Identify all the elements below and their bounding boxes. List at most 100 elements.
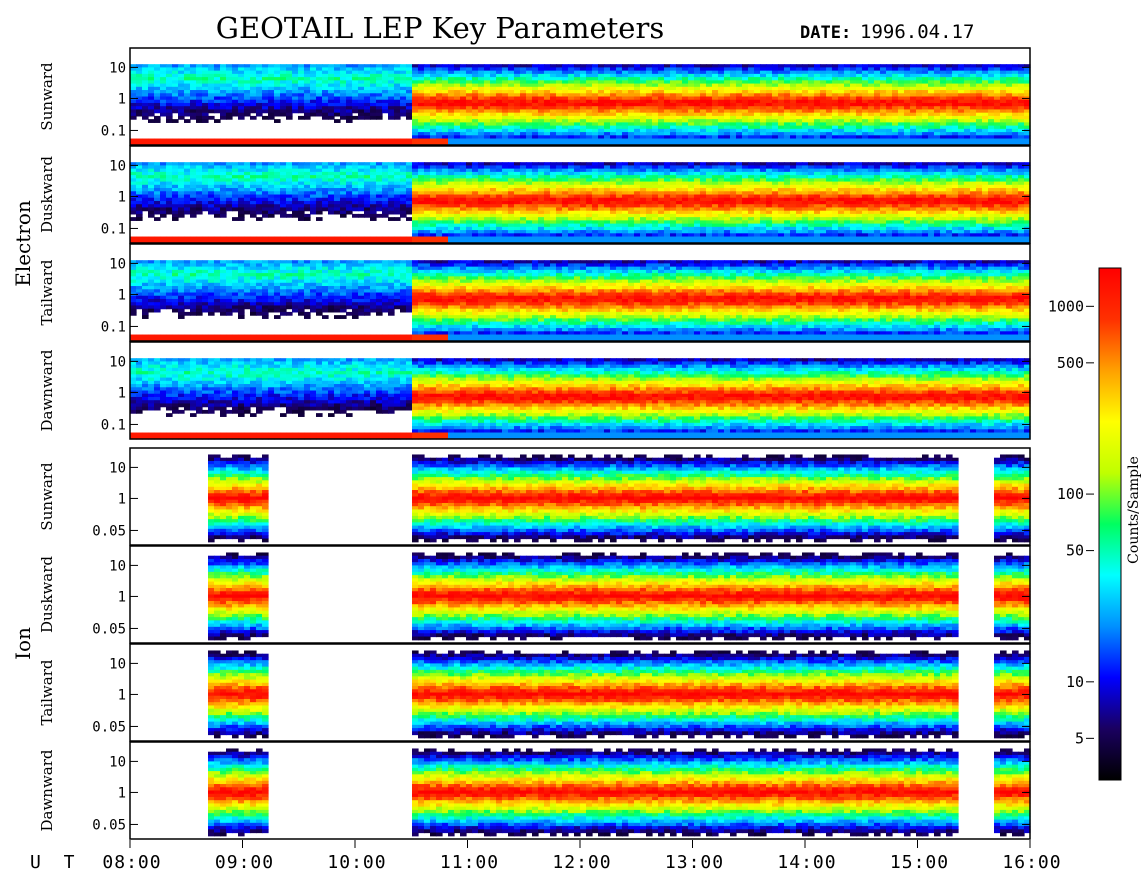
spectrogram-cell xyxy=(904,125,911,130)
spectrogram-cell xyxy=(856,96,863,101)
spectrogram-cell xyxy=(364,99,371,104)
spectrogram-cell xyxy=(556,109,563,114)
spectrogram-cell xyxy=(544,119,551,123)
spectrogram-cell xyxy=(226,207,233,212)
spectrogram-cell xyxy=(814,122,821,127)
spectrogram-cell xyxy=(910,135,917,140)
spectrogram-cell xyxy=(712,106,719,111)
spectrogram-cell xyxy=(664,77,671,81)
spectrogram-cell xyxy=(760,86,767,91)
spectrogram-cell xyxy=(964,135,971,140)
spectrogram-cell xyxy=(790,125,797,130)
spectrogram-cell xyxy=(520,109,527,114)
spectrogram-cell xyxy=(736,122,743,127)
spectrogram-cell xyxy=(202,119,209,123)
spectrogram-cell xyxy=(424,132,431,136)
spectrogram-cell xyxy=(532,73,539,78)
spectrogram-cell xyxy=(394,73,401,78)
spectrogram-cell xyxy=(934,96,941,101)
spectrogram-cell xyxy=(820,86,827,91)
spectrogram-cell xyxy=(946,138,953,143)
spectrogram-cell xyxy=(340,83,347,88)
spectrogram-cell xyxy=(838,125,845,130)
spectrogram-cell xyxy=(916,99,923,104)
spectrogram-cell xyxy=(304,102,311,107)
spectrogram-cell xyxy=(436,99,443,104)
spectrogram-cell xyxy=(742,138,749,143)
spectrogram-cell xyxy=(844,115,851,120)
spectrogram-cell xyxy=(766,80,773,85)
spectrogram-cell xyxy=(706,122,713,127)
spectrogram-cell xyxy=(562,77,569,81)
spectrogram-cell xyxy=(850,64,857,68)
spectrogram-cell xyxy=(970,64,977,68)
spectrogram-cell xyxy=(850,141,857,146)
spectrogram-cell xyxy=(538,109,545,114)
spectrogram-cell xyxy=(610,115,617,120)
spectrogram-cell xyxy=(616,70,623,75)
spectrogram-cell xyxy=(754,73,761,78)
spectrogram-cell xyxy=(604,90,611,94)
spectrogram-cell xyxy=(946,70,953,75)
spectrogram-cell xyxy=(520,128,527,133)
spectrogram-cell xyxy=(316,96,323,101)
spectrogram-cell xyxy=(334,210,341,215)
spectrogram-cell xyxy=(544,135,551,140)
spectrogram-cell xyxy=(664,64,671,68)
spectrogram-cell xyxy=(250,83,257,88)
spectrogram-cell xyxy=(328,141,335,146)
spectrogram-cell xyxy=(622,93,629,98)
spectrogram-cell xyxy=(154,90,161,94)
spectrogram-cell xyxy=(940,99,947,104)
spectrogram-cell xyxy=(784,77,791,81)
spectrogram-cell xyxy=(790,102,797,107)
spectrogram-cell xyxy=(886,132,893,136)
spectrogram-cell xyxy=(724,125,731,130)
spectrogram-cell xyxy=(214,93,221,98)
spectrogram-cell xyxy=(826,141,833,146)
spectrogram-cell xyxy=(598,70,605,75)
spectrogram-cell xyxy=(646,138,653,143)
spectrogram-cell xyxy=(430,70,437,75)
spectrogram-cell xyxy=(196,93,203,98)
spectrogram-cell xyxy=(388,67,395,72)
spectrogram-cell xyxy=(718,135,725,140)
spectrogram-cell xyxy=(424,73,431,78)
spectrogram-cell xyxy=(940,135,947,140)
spectrogram-cell xyxy=(916,119,923,123)
spectrogram-cell xyxy=(838,64,845,68)
spectrogram-cell xyxy=(910,122,917,127)
spectrogram-cell xyxy=(538,135,545,140)
spectrogram-cell xyxy=(352,115,359,120)
spectrogram-cell xyxy=(310,93,317,98)
spectrogram-cell xyxy=(754,93,761,98)
spectrogram-cell xyxy=(922,141,929,146)
spectrogram-cell xyxy=(190,86,197,91)
spectrogram-cell xyxy=(736,96,743,101)
spectrogram-cell xyxy=(850,138,857,143)
spectrogram-cell xyxy=(568,132,575,136)
spectrogram-cell xyxy=(868,119,875,123)
spectrogram-cell xyxy=(352,141,359,146)
spectrogram-cell xyxy=(970,132,977,136)
spectrogram-cell xyxy=(328,86,335,91)
spectrogram-cell xyxy=(346,86,353,91)
spectrogram-cell xyxy=(460,138,467,143)
spectrogram-cell xyxy=(754,67,761,72)
spectrogram-cell xyxy=(568,125,575,130)
spectrogram-cell xyxy=(430,80,437,85)
spectrogram-cell xyxy=(550,119,557,123)
spectrogram-cell xyxy=(958,135,965,140)
spectrogram-cell xyxy=(478,77,485,81)
spectrogram-cell xyxy=(808,90,815,94)
spectrogram-cell xyxy=(226,106,233,111)
spectrogram-cell xyxy=(400,64,407,68)
spectrogram-cell xyxy=(952,90,959,94)
spectrogram-cell xyxy=(202,115,209,120)
spectrogram-cell xyxy=(748,106,755,111)
spectrogram-cell xyxy=(358,109,365,114)
spectrogram-cell xyxy=(970,99,977,104)
spectrogram-cell xyxy=(562,128,569,133)
spectrogram-cell xyxy=(610,112,617,117)
spectrogram-cell xyxy=(622,122,629,127)
